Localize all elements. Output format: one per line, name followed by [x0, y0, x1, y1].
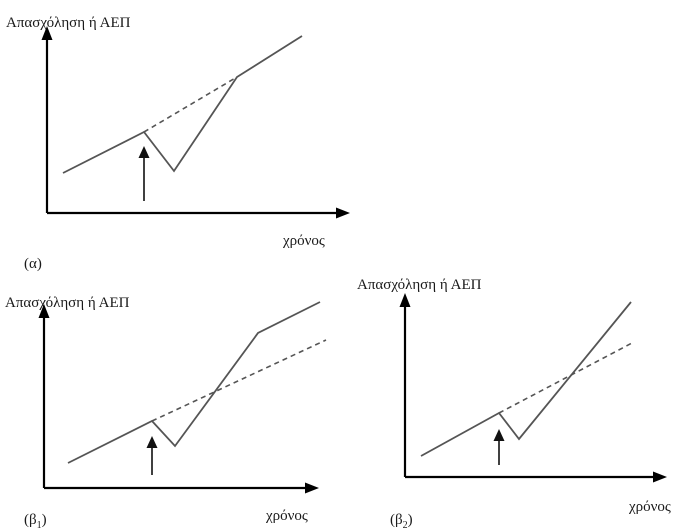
panel-b1-trend-path — [151, 339, 327, 422]
panel-b2-actual-path — [420, 301, 632, 457]
panel-a-tag: (α) — [24, 256, 42, 272]
panel-b2-shock-arrowhead — [493, 429, 505, 441]
panel-a-x-axis-label: χρόνος — [282, 233, 325, 249]
panel-b1-tag: (β1) — [24, 512, 47, 531]
panel-a-actual-path — [62, 35, 303, 174]
panel-a-trend-path — [143, 76, 238, 133]
panel-b1-x-axis-arrowhead — [305, 482, 319, 494]
panel-b2-trend-path — [498, 342, 633, 414]
panel-a: Απασχόληση ή ΑΕΠ χρόνος (α) — [6, 15, 350, 272]
panel-b2: Απασχόληση ή ΑΕΠ χρόνος (β2) — [357, 277, 671, 531]
panel-b1-actual-path — [67, 301, 321, 464]
panel-b1-y-axis-arrowhead — [38, 304, 50, 318]
panel-b1-shock-arrowhead — [146, 436, 158, 448]
panel-b2-y-axis-arrowhead — [399, 293, 411, 307]
panel-b1-y-axis-label: Απασχόληση ή ΑΕΠ — [5, 295, 130, 311]
panel-b2-y-axis-label: Απασχόληση ή ΑΕΠ — [357, 277, 482, 293]
panel-b2-x-axis-arrowhead — [653, 471, 667, 483]
panel-b1-x-axis-label: χρόνος — [265, 508, 308, 524]
panel-a-y-axis-arrowhead — [41, 26, 53, 40]
panel-a-x-axis-arrowhead — [336, 207, 350, 219]
panel-a-shock-arrowhead — [138, 146, 150, 158]
panel-b1: Απασχόληση ή ΑΕΠ χρόνος (β1) — [5, 295, 327, 531]
panel-b2-x-axis-label: χρόνος — [628, 499, 671, 515]
panel-b2-tag: (β2) — [390, 512, 413, 531]
panel-a-y-axis-label: Απασχόληση ή ΑΕΠ — [6, 15, 131, 31]
